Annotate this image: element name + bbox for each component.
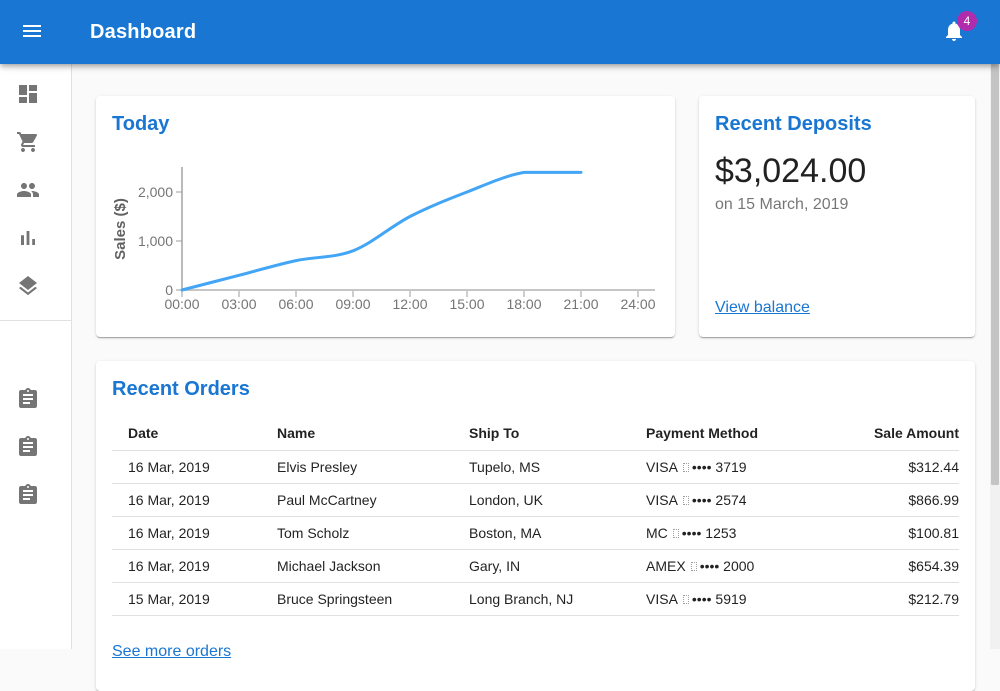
order-date-cell: 16 Mar, 2019	[112, 484, 261, 517]
order-payment-cell: AMEX•••• 2000	[630, 550, 801, 583]
scrollbar-thumb[interactable]	[991, 64, 999, 485]
missing-glyph-box	[683, 496, 689, 505]
order-payment-cell: VISA•••• 2574	[630, 484, 801, 517]
dashboard-icon	[16, 82, 40, 111]
missing-glyph-box	[673, 529, 679, 538]
see-more-orders-link[interactable]: See more orders	[112, 643, 231, 661]
layers-icon	[16, 274, 40, 303]
order-payment-cell: VISA•••• 3719	[630, 451, 801, 484]
svg-text:21:00: 21:00	[563, 296, 598, 312]
sales-series-line	[182, 172, 581, 290]
app-bar: Dashboard 4	[0, 0, 1000, 64]
order-shipto-cell: London, UK	[453, 484, 630, 517]
order-payment-cell: VISA•••• 5919	[630, 583, 801, 616]
order-amount-cell: $100.81	[801, 517, 959, 550]
order-shipto-cell: Tupelo, MS	[453, 451, 630, 484]
missing-glyph-box	[691, 562, 697, 571]
missing-glyph-box	[683, 463, 689, 472]
sidebar-main-list	[0, 72, 71, 312]
order-name-cell: Tom Scholz	[261, 517, 453, 550]
order-amount-cell: $212.79	[801, 583, 959, 616]
shopping-cart-icon	[16, 130, 40, 159]
order-shipto-cell: Gary, IN	[453, 550, 630, 583]
sidebar-subheader-space	[0, 321, 71, 377]
svg-text:18:00: 18:00	[506, 296, 541, 312]
deposits-card-title: Recent Deposits	[715, 112, 872, 136]
assignment-icon	[16, 435, 40, 464]
view-balance-link[interactable]: View balance	[715, 299, 810, 317]
recent-deposits-card: Recent Deposits $3,024.00 on 15 March, 2…	[699, 96, 975, 337]
svg-text:00:00: 00:00	[164, 296, 199, 312]
order-name-cell: Michael Jackson	[261, 550, 453, 583]
order-amount-cell: $312.44	[801, 451, 959, 484]
svg-text:06:00: 06:00	[278, 296, 313, 312]
sidebar-secondary-list	[0, 377, 71, 521]
column-header-payment-method: Payment Method	[630, 415, 801, 451]
sidebar-item-shopping-cart[interactable]	[0, 120, 71, 168]
sidebar-item-assignment[interactable]	[0, 377, 71, 425]
svg-text:2,000: 2,000	[138, 184, 173, 200]
notifications-badge: 4	[957, 11, 977, 31]
order-name-cell: Bruce Springsteen	[261, 583, 453, 616]
sidebar-item-assignment[interactable]	[0, 473, 71, 521]
column-header-ship-to: Ship To	[453, 415, 630, 451]
svg-text:0: 0	[165, 282, 173, 298]
today-card: Today 00:00 03:00 06:00 09:00 12:00 15:00 18:0…	[96, 96, 675, 337]
svg-text:15:00: 15:00	[449, 296, 484, 312]
order-shipto-cell: Long Branch, NJ	[453, 583, 630, 616]
sidebar-item-people[interactable]	[0, 168, 71, 216]
column-header-date: Date	[112, 415, 261, 451]
sidebar	[0, 64, 72, 649]
column-header-sale-amount: Sale Amount	[801, 415, 959, 451]
order-shipto-cell: Boston, MA	[453, 517, 630, 550]
order-payment-cell: MC•••• 1253	[630, 517, 801, 550]
people-icon	[16, 178, 40, 207]
order-date-cell: 16 Mar, 2019	[112, 550, 261, 583]
sidebar-item-dashboard[interactable]	[0, 72, 71, 120]
svg-text:09:00: 09:00	[335, 296, 370, 312]
svg-text:Sales ($): Sales ($)	[112, 198, 129, 260]
assignment-icon	[16, 387, 40, 416]
order-name-cell: Paul McCartney	[261, 484, 453, 517]
today-card-title: Today	[112, 112, 169, 136]
deposit-amount: $3,024.00	[715, 153, 866, 189]
sidebar-item-layers[interactable]	[0, 264, 71, 312]
menu-button[interactable]	[8, 8, 56, 56]
notifications-button[interactable]: 4	[930, 8, 978, 56]
orders-card-title: Recent Orders	[112, 377, 250, 401]
order-date-cell: 16 Mar, 2019	[112, 517, 261, 550]
page-title: Dashboard	[90, 21, 930, 44]
svg-text:24:00: 24:00	[620, 296, 655, 312]
svg-text:12:00: 12:00	[392, 296, 427, 312]
order-amount-cell: $654.39	[801, 550, 959, 583]
scrollbar-track[interactable]	[990, 64, 1000, 649]
svg-text:1,000: 1,000	[138, 233, 173, 249]
deposit-date: on 15 March, 2019	[715, 196, 848, 214]
order-name-cell: Elvis Presley	[261, 451, 453, 484]
order-date-cell: 15 Mar, 2019	[112, 583, 261, 616]
column-header-name: Name	[261, 415, 453, 451]
menu-icon	[20, 19, 44, 46]
sidebar-item-bar-chart[interactable]	[0, 216, 71, 264]
svg-text:03:00: 03:00	[221, 296, 256, 312]
assignment-icon	[16, 483, 40, 512]
bar-chart-icon	[16, 226, 40, 255]
order-amount-cell: $866.99	[801, 484, 959, 517]
missing-glyph-box	[683, 595, 689, 604]
sidebar-item-assignment[interactable]	[0, 425, 71, 473]
order-date-cell: 16 Mar, 2019	[112, 451, 261, 484]
sales-line-chart: 00:00 03:00 06:00 09:00 12:00 15:00 18:00 21:00…	[112, 165, 660, 317]
